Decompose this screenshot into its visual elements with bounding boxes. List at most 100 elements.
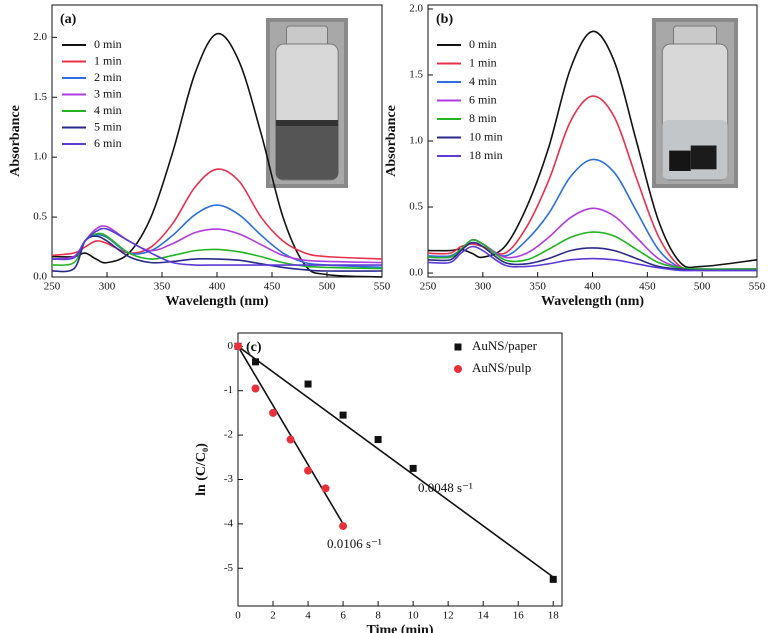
y-tick-label: 1.0	[409, 135, 423, 147]
spectrum-line	[427, 231, 758, 270]
x-tick-label: 12	[443, 610, 454, 622]
panel-label: (a)	[60, 12, 77, 27]
legend-label: 3 min	[94, 86, 122, 100]
panel-label: (c)	[246, 340, 262, 355]
legend-label: 18 min	[469, 148, 503, 162]
fit-line	[237, 345, 344, 525]
vial-sediment	[275, 120, 339, 180]
x-tick-label: 250	[420, 281, 437, 293]
legend-label: 1 min	[94, 53, 122, 67]
x-tick-label: 250	[44, 281, 61, 293]
y-tick-label: -3	[224, 473, 234, 485]
point	[304, 466, 313, 475]
x-axis-label: Time (min)	[366, 623, 433, 633]
legend-marker	[454, 343, 462, 351]
x-tick-label: 8	[375, 610, 381, 622]
x-axis-label: Wavelength (nm)	[541, 294, 644, 309]
x-tick-label: 350	[529, 281, 546, 293]
spectrum-line	[427, 30, 758, 269]
y-tick-label: 0.0	[33, 271, 47, 283]
legend-label: AuNS/paper	[472, 338, 538, 353]
y-tick-label: 1.5	[409, 69, 423, 81]
point	[252, 358, 260, 366]
spectrum-line	[51, 204, 383, 269]
vial-neck	[286, 25, 328, 47]
spectrum-line	[427, 207, 758, 270]
fit-line	[237, 345, 554, 578]
paper-piece	[690, 145, 717, 170]
x-tick-label: 500	[694, 281, 711, 293]
spectrum-line	[427, 241, 758, 272]
x-tick-label: 550	[374, 281, 391, 293]
legend-marker	[454, 365, 462, 373]
x-tick-label: 400	[584, 281, 601, 293]
x-tick-label: 14	[478, 610, 490, 622]
y-tick-label: -5	[224, 562, 234, 574]
legend-label: AuNS/pulp	[472, 360, 531, 375]
vial-neck	[673, 25, 717, 47]
legend-label: 6 min	[94, 136, 122, 150]
x-tick-label: 18	[548, 610, 560, 622]
x-tick-label: 4	[305, 610, 311, 622]
x-axis-label: Wavelength (nm)	[165, 294, 268, 309]
point	[409, 464, 417, 472]
panel-label: (b)	[436, 12, 453, 27]
x-tick-label: 550	[749, 281, 766, 293]
legend-label: 0 min	[94, 37, 122, 51]
legend-label: 8 min	[469, 111, 497, 125]
spectrum-line	[51, 168, 383, 260]
spectrum-line	[51, 32, 383, 278]
legend-label: 4 min	[469, 74, 497, 88]
x-tick-label: 450	[264, 281, 281, 293]
x-tick-label: 400	[209, 281, 226, 293]
legend-label: 10 min	[469, 129, 503, 143]
x-tick-label: 2	[270, 610, 276, 622]
paper-piece	[669, 150, 691, 171]
y-tick-label: 0.0	[409, 267, 423, 279]
y-axis-label: Absorbance	[384, 105, 399, 177]
y-tick-label: -4	[224, 517, 234, 529]
point	[251, 384, 260, 393]
point	[339, 411, 347, 419]
x-tick-label: 500	[319, 281, 336, 293]
x-tick-label: 16	[513, 610, 525, 622]
spectrum-line	[427, 245, 757, 272]
spectrum-line	[51, 225, 383, 264]
point	[374, 436, 382, 444]
point	[339, 522, 348, 531]
y-tick-label: 0	[228, 340, 234, 352]
point	[234, 342, 242, 351]
y-tick-label: -1	[224, 384, 233, 396]
legend-label: 6 min	[469, 92, 497, 106]
y-axis-label: Absorbance	[8, 105, 23, 177]
x-tick-label: 300	[475, 281, 492, 293]
rate-annotation: 0.0048 s⁻¹	[418, 480, 473, 495]
point	[304, 380, 312, 388]
legend-label: 1 min	[469, 55, 497, 69]
spectrum-line	[51, 227, 382, 266]
spectrum-line	[51, 235, 383, 273]
y-tick-label: -2	[224, 429, 233, 441]
y-axis-label: ln (C/C₀)	[194, 443, 209, 496]
legend-label: 0 min	[469, 37, 497, 51]
x-tick-label: 10	[408, 610, 420, 622]
point	[549, 575, 557, 583]
liquid-line	[275, 120, 339, 126]
y-tick-label: 2.0	[409, 2, 423, 14]
point	[286, 435, 295, 444]
point	[269, 408, 278, 417]
x-tick-label: 450	[639, 281, 656, 293]
y-tick-label: 1.5	[33, 91, 47, 103]
rate-annotation: 0.0106 s⁻¹	[327, 536, 382, 551]
plot-frame	[237, 332, 563, 607]
point	[321, 484, 330, 493]
legend-label: 2 min	[94, 70, 122, 84]
x-tick-label: 300	[99, 281, 116, 293]
legend-label: 4 min	[94, 103, 122, 117]
y-tick-label: 1.0	[33, 151, 47, 163]
x-tick-label: 6	[340, 610, 346, 622]
y-tick-label: 0.5	[409, 201, 423, 213]
y-tick-label: 2.0	[33, 31, 47, 43]
x-tick-label: 0	[235, 610, 241, 622]
